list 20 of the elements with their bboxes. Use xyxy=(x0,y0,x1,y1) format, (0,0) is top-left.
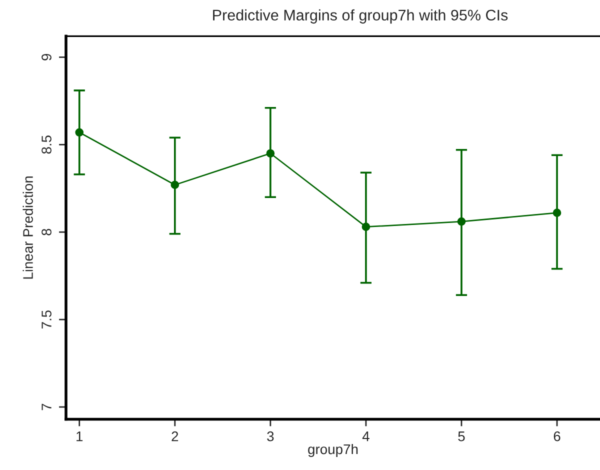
x-tick-label: 1 xyxy=(76,432,83,442)
y-tick-label: 7 xyxy=(42,404,52,410)
y-tick-label: 8.5 xyxy=(42,136,52,154)
x-tick-label: 6 xyxy=(554,431,560,442)
point xyxy=(552,208,562,218)
point xyxy=(75,128,84,137)
point xyxy=(362,222,370,232)
y-tick-label: 7.5 xyxy=(42,310,52,328)
point xyxy=(457,217,466,226)
x-tick-label: 5 xyxy=(458,432,465,442)
x-tick-label: 4 xyxy=(362,432,370,442)
y-tick-label: 8 xyxy=(42,228,52,236)
point xyxy=(170,180,180,190)
x-tick-label: 2 xyxy=(172,431,178,442)
y-axis-title: Linear Prediction xyxy=(22,176,33,279)
y-tick-label: 9 xyxy=(42,54,52,60)
x-axis-title: group7h xyxy=(308,444,358,457)
chart-title: Predictive Margins of group7h with 95% CIs xyxy=(213,9,508,24)
point xyxy=(266,149,275,158)
x-tick-label: 3 xyxy=(267,431,274,442)
